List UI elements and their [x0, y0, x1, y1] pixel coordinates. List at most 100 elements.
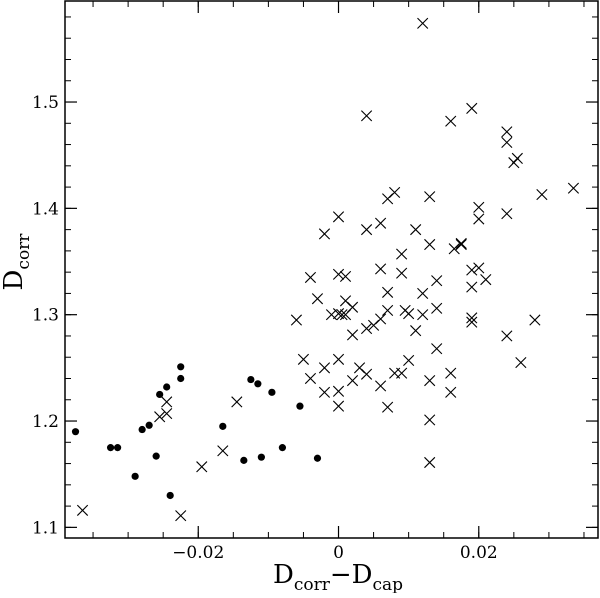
cross-point: [346, 375, 359, 387]
x-axis-title-sub2: cap: [372, 575, 403, 593]
y-tick-label: 1.4: [32, 199, 59, 219]
dot-point: [131, 472, 139, 480]
cross-point: [501, 330, 513, 342]
cross-point: [290, 314, 303, 326]
dot-point: [156, 390, 164, 399]
cross-point: [448, 243, 460, 255]
cross-point: [473, 213, 485, 225]
cross-point: [424, 456, 436, 469]
cross-point: [336, 309, 348, 321]
y-tick-label: 1.1: [32, 518, 59, 538]
cross-point: [217, 445, 229, 457]
cross-point: [417, 287, 429, 300]
y-tick-label: 1.2: [32, 412, 59, 432]
cross-point: [455, 238, 467, 251]
axis-ticks: [65, 1, 598, 538]
cross-point: [424, 414, 436, 426]
tick-labels: −0.02 0 0.02 1.1 1.2 1.3 1.4 1.5: [32, 93, 498, 563]
cross-point: [231, 396, 243, 408]
cross-point: [431, 275, 443, 287]
cross-point: [360, 368, 373, 380]
cross-point: [417, 17, 429, 29]
cross-point: [382, 401, 394, 413]
x-axis-title-minus: −: [330, 560, 352, 590]
cross-point: [466, 264, 478, 276]
dot-point: [163, 383, 171, 391]
cross-point: [332, 211, 345, 223]
cross-point: [375, 380, 387, 392]
cross-point: [318, 228, 331, 240]
dot-point: [166, 491, 174, 500]
x-tick-label: 0.02: [460, 543, 498, 563]
cross-point: [360, 224, 373, 236]
cross-point: [360, 322, 373, 335]
dot-point: [219, 422, 227, 430]
cross-point: [417, 309, 429, 321]
cross-point: [410, 224, 422, 236]
plot-frame: [64, 0, 599, 539]
cross-point: [424, 375, 436, 387]
cross-point: [318, 362, 331, 374]
cross-point: [480, 274, 492, 286]
cross-point: [346, 301, 359, 313]
dot-point: [152, 452, 160, 460]
cross-point: [501, 126, 513, 138]
cross-point: [332, 385, 345, 397]
dot-point: [240, 456, 248, 464]
cross-point: [403, 354, 415, 367]
x-tick-label: −0.02: [172, 543, 224, 563]
cross-point: [473, 262, 485, 274]
data-points: [71, 17, 580, 522]
cross-point: [375, 217, 387, 229]
cross-point: [445, 367, 457, 379]
cross-point: [466, 316, 478, 328]
cross-point: [318, 386, 331, 398]
cross-point: [396, 267, 408, 279]
cross-point: [161, 407, 173, 420]
dot-point: [138, 425, 146, 434]
dot-point: [278, 444, 287, 452]
cross-point: [445, 115, 457, 127]
cross-point: [466, 281, 478, 293]
cross-point: [76, 504, 89, 516]
x-axis-title-base1: D: [273, 560, 294, 590]
cross-point: [389, 186, 401, 198]
dot-point: [177, 374, 185, 383]
y-axis-title-base: D: [0, 270, 29, 291]
cross-point: [375, 313, 387, 325]
cross-point: [445, 386, 457, 398]
cross-point: [332, 353, 345, 365]
dot-point: [71, 428, 80, 436]
cross-point: [346, 329, 359, 341]
x-axis-title: Dcorr−Dcap: [273, 560, 403, 593]
cross-point: [515, 356, 527, 369]
cross-point: [396, 367, 408, 379]
cross-point: [375, 263, 387, 275]
y-tick-label: 1.5: [32, 93, 59, 113]
dot-point: [296, 402, 304, 410]
cross-point: [161, 396, 173, 408]
cross-point: [536, 188, 548, 201]
x-tick-label: 0: [333, 543, 344, 563]
dot-point: [106, 444, 115, 452]
x-axis-title-sub1: corr: [294, 575, 331, 593]
dot-point: [247, 375, 255, 384]
cross-point: [332, 308, 345, 320]
dot-point: [257, 453, 265, 461]
cross-point: [382, 304, 394, 317]
cross-point: [382, 286, 394, 298]
cross-point: [466, 312, 478, 324]
cross-point: [154, 411, 166, 423]
cross-point: [455, 237, 467, 250]
cross-point: [431, 302, 443, 314]
cross-point: [297, 353, 310, 365]
cross-point: [473, 201, 485, 213]
dot-point: [254, 380, 262, 388]
cross-point: [410, 325, 422, 337]
cross-point: [403, 308, 415, 320]
cross-point: [396, 248, 408, 260]
cross-point: [501, 136, 513, 149]
cross-point: [360, 110, 373, 122]
cross-point: [529, 314, 541, 326]
